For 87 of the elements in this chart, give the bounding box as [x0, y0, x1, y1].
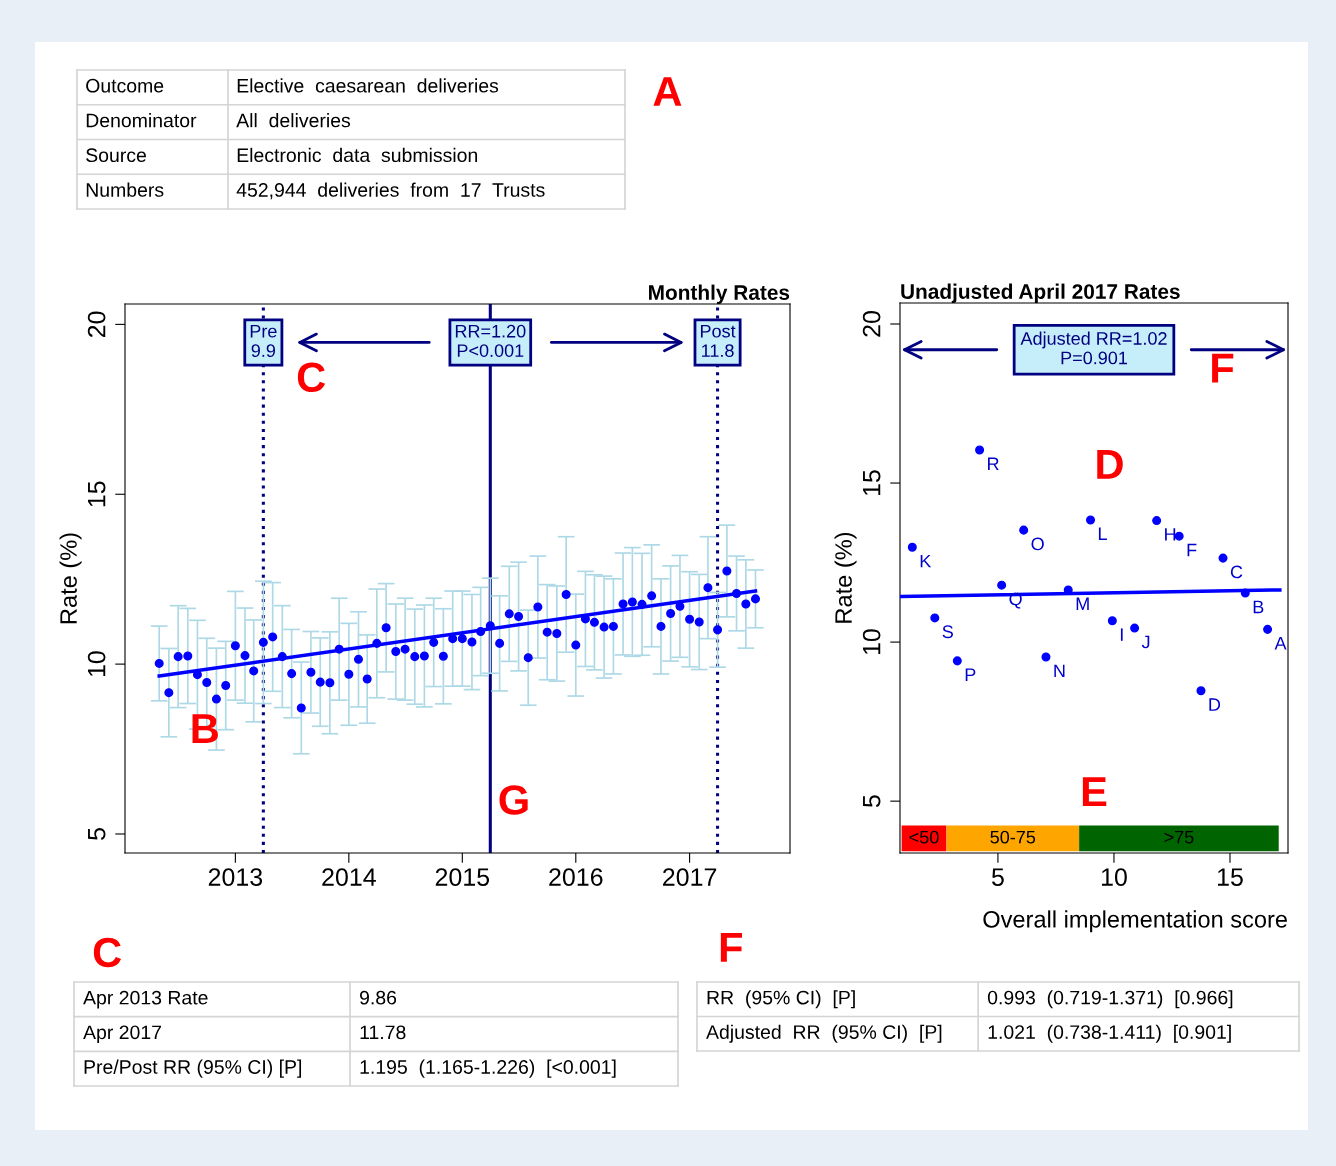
annotation: J — [1141, 635, 1150, 649]
point — [1019, 525, 1029, 535]
point — [1107, 616, 1117, 626]
y-tick-label: 20 — [862, 311, 881, 337]
point — [1240, 588, 1250, 598]
annotation: F — [1187, 543, 1197, 557]
category-label: Numbers — [86, 182, 164, 197]
y-tick-label: 10 — [87, 651, 106, 677]
text: 9.86 — [360, 990, 397, 1005]
x-tick-label: 2013 — [208, 868, 263, 886]
y-tick-label: 20 — [87, 311, 106, 338]
annotation: N — [1054, 664, 1065, 678]
x-tick-label: 2016 — [549, 868, 603, 886]
annotation: D — [1097, 450, 1123, 479]
text: F — [720, 933, 742, 962]
x-tick-label: 15 — [1217, 868, 1243, 886]
y-tick-label: 10 — [862, 629, 881, 655]
point — [907, 542, 917, 552]
y-tick-label: 5 — [863, 795, 881, 808]
point — [1196, 686, 1206, 696]
x-axis-title: Overall implementation score — [983, 910, 1287, 933]
annotation: I — [1120, 628, 1123, 641]
category-label: Apr 2017 — [83, 1025, 161, 1044]
ref-line-label: RR=1.20 P<0.001 — [455, 324, 526, 357]
y-tick-label: 5 — [88, 828, 106, 840]
annotation: B — [192, 714, 218, 743]
x-tick-label: 2017 — [663, 868, 717, 886]
annotation: P — [965, 668, 976, 681]
text: All deliveries — [236, 113, 351, 128]
category-label: Pre/Post RR (95% CI) [P] — [84, 1059, 302, 1078]
y-axis-title: Rate (%) — [59, 533, 82, 624]
annotation: S — [942, 625, 953, 639]
y-tick-label: 15 — [863, 470, 881, 496]
x-tick-label: 2015 — [435, 868, 490, 886]
annotation: O — [1031, 537, 1044, 551]
annotation: R — [988, 457, 999, 470]
category-label: RR (95% CI) [P] — [707, 990, 855, 1009]
text: 0.993 (0.719-1.371) [0.966] — [987, 990, 1233, 1009]
point — [1263, 624, 1273, 634]
annotation: G — [499, 785, 528, 815]
y-tick-label: 15 — [88, 481, 106, 507]
band-label: <50 — [909, 830, 939, 844]
annotation: L — [1098, 527, 1107, 540]
category-label: Apr 2013 Rate — [83, 990, 208, 1009]
annotation: K — [920, 554, 932, 568]
category-label: Outcome — [86, 78, 164, 93]
annotation: Adjusted RR=1.02 P=0.901 — [1020, 331, 1167, 365]
text: C — [93, 937, 122, 968]
point — [1130, 623, 1140, 633]
annotation: C — [1230, 565, 1243, 579]
point — [975, 445, 985, 455]
annotation: D — [1209, 698, 1221, 711]
annotation: C — [297, 362, 326, 393]
chart-title: Monthly Rates — [649, 284, 790, 304]
y-axis-title: Rate (%) — [834, 532, 857, 623]
band-label: 50-75 — [990, 830, 1036, 844]
x-tick-label: 5 — [991, 868, 1004, 886]
text: 11.78 — [360, 1025, 406, 1040]
point — [1086, 515, 1096, 525]
text: Elective caesarean deliveries — [237, 78, 499, 93]
x-tick-label: 2014 — [322, 868, 376, 886]
point — [1041, 652, 1051, 662]
text: 452,944 deliveries from 17 Trusts — [236, 182, 545, 200]
band-label: >75 — [1164, 830, 1194, 844]
annotation: B — [1253, 600, 1264, 614]
category-label: Adjusted RR (95% CI) [P] — [706, 1024, 942, 1043]
chart-title: Unadjusted April 2017 Rates — [901, 283, 1180, 303]
annotation: A — [1274, 636, 1287, 650]
point — [952, 656, 962, 666]
text: 1.195 (1.165-1.226) [<0.001] — [360, 1059, 616, 1078]
annotation: H — [1165, 528, 1176, 541]
annotation: M — [1076, 597, 1089, 610]
ref-line-label: Post 11.8 — [700, 324, 736, 357]
point — [1218, 553, 1228, 563]
category-label: Source — [86, 148, 146, 163]
point — [930, 613, 940, 623]
x-tick-label: 10 — [1101, 868, 1127, 886]
annotation: E — [1082, 777, 1107, 807]
text: Electronic data submission — [237, 147, 478, 163]
category-label: Denominator — [86, 113, 197, 128]
text: A — [653, 77, 682, 106]
point — [997, 580, 1007, 590]
ref-line-label: Pre 9.9 — [250, 324, 277, 357]
point — [1152, 516, 1162, 526]
annotation: F — [1212, 353, 1234, 383]
text: 1.021 (0.738-1.411) [0.901] — [988, 1024, 1231, 1043]
annotation: Q — [1009, 592, 1022, 609]
